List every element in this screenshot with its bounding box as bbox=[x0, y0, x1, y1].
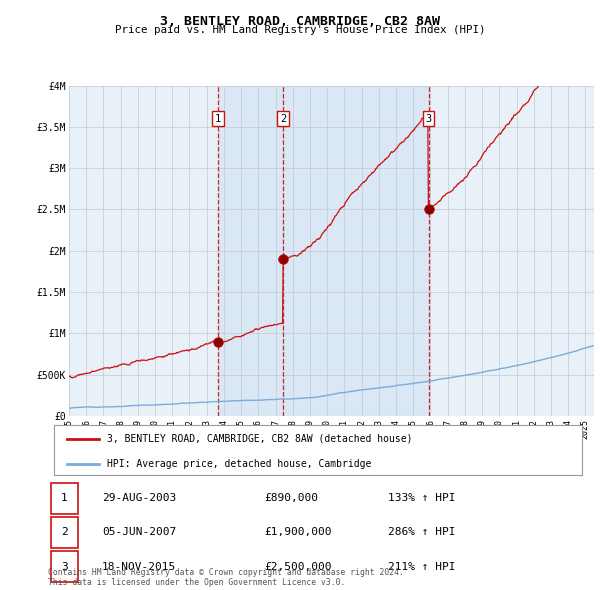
Text: HPI: Average price, detached house, Cambridge: HPI: Average price, detached house, Camb… bbox=[107, 459, 371, 469]
Text: 2: 2 bbox=[280, 114, 286, 123]
FancyBboxPatch shape bbox=[50, 483, 78, 514]
Text: £890,000: £890,000 bbox=[264, 493, 318, 503]
Text: 3, BENTLEY ROAD, CAMBRIDGE, CB2 8AW: 3, BENTLEY ROAD, CAMBRIDGE, CB2 8AW bbox=[160, 15, 440, 28]
Bar bbox=[218, 86, 283, 416]
Text: 1: 1 bbox=[215, 114, 221, 123]
FancyBboxPatch shape bbox=[50, 551, 78, 582]
Text: 3: 3 bbox=[61, 562, 68, 572]
Text: £2,500,000: £2,500,000 bbox=[264, 562, 331, 572]
Text: Price paid vs. HM Land Registry's House Price Index (HPI): Price paid vs. HM Land Registry's House … bbox=[115, 25, 485, 35]
Text: Contains HM Land Registry data © Crown copyright and database right 2024.
This d: Contains HM Land Registry data © Crown c… bbox=[48, 568, 404, 587]
FancyBboxPatch shape bbox=[54, 425, 582, 475]
Text: 3, BENTLEY ROAD, CAMBRIDGE, CB2 8AW (detached house): 3, BENTLEY ROAD, CAMBRIDGE, CB2 8AW (det… bbox=[107, 434, 412, 444]
Text: 29-AUG-2003: 29-AUG-2003 bbox=[102, 493, 176, 503]
Text: 05-JUN-2007: 05-JUN-2007 bbox=[102, 527, 176, 537]
Text: 2: 2 bbox=[61, 527, 68, 537]
Bar bbox=[283, 86, 428, 416]
Text: £1,900,000: £1,900,000 bbox=[264, 527, 331, 537]
Text: 3: 3 bbox=[425, 114, 432, 123]
FancyBboxPatch shape bbox=[50, 517, 78, 548]
Text: 18-NOV-2015: 18-NOV-2015 bbox=[102, 562, 176, 572]
Text: 1: 1 bbox=[61, 493, 68, 503]
Text: 211% ↑ HPI: 211% ↑ HPI bbox=[388, 562, 456, 572]
Text: 286% ↑ HPI: 286% ↑ HPI bbox=[388, 527, 456, 537]
Text: 133% ↑ HPI: 133% ↑ HPI bbox=[388, 493, 456, 503]
